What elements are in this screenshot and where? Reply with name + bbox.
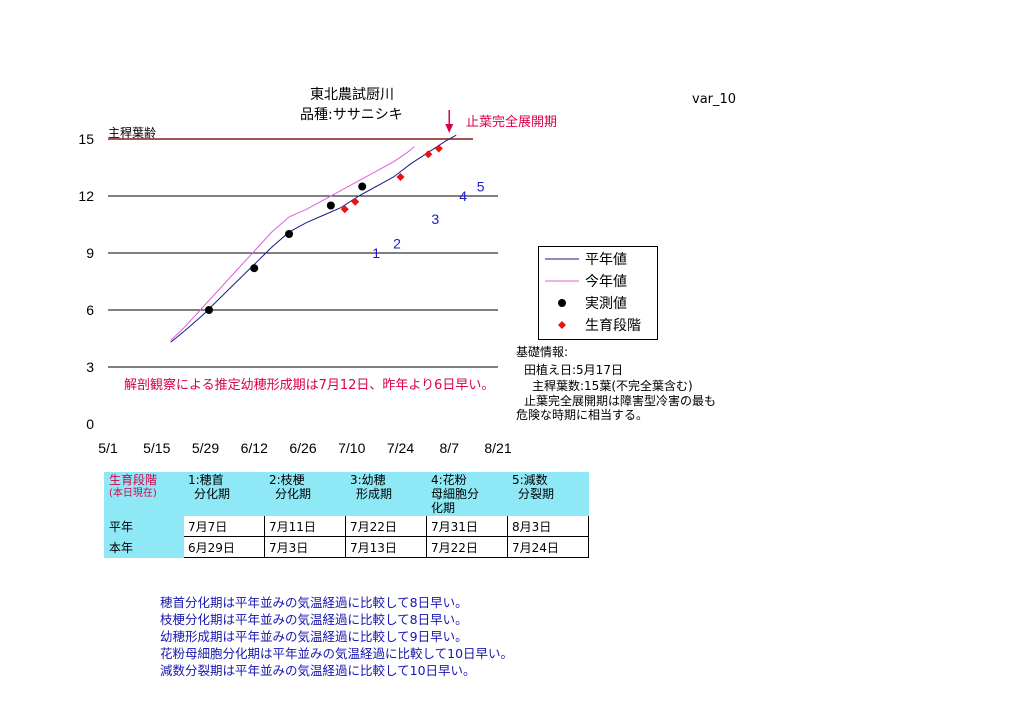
stage-point: [396, 173, 405, 181]
stage-label: 1: [372, 245, 380, 261]
info-remark-1: 止葉完全展開期は障害型冷害の最も: [524, 394, 717, 408]
stage-header-3: 3:幼穂 形成期: [345, 472, 427, 516]
row-label: 平年: [104, 515, 184, 537]
table-cell: 7月11日: [264, 515, 346, 537]
legend-item-stage: 生育段階: [539, 314, 657, 336]
series-line: [170, 134, 457, 343]
comments-block: 穂首分化期は平年並みの気温経過に比較して8日早い。 枝梗分化期は平年並みの気温経…: [160, 594, 513, 679]
measured-point: [326, 201, 335, 210]
x-tick-label: 8/7: [440, 440, 460, 456]
stage-label: 5: [477, 179, 485, 195]
table-cell: 7月24日: [507, 536, 589, 558]
info-leaf-count: 主稈葉数:15葉(不完全葉含む): [532, 379, 693, 393]
table-row: 平年 7月7日 7月11日 7月22日 7月31日 8月3日: [104, 515, 589, 537]
series-line: [170, 146, 415, 341]
comment-line: 枝梗分化期は平年並みの気温経過に比較して8日早い。: [160, 612, 468, 627]
measured-point: [358, 182, 367, 191]
stop-leaf-label: 止葉完全展開期: [466, 115, 558, 130]
table-cell: 7月3日: [264, 536, 346, 558]
table-cell: 7月7日: [183, 515, 265, 537]
version-label: var_10: [692, 92, 737, 107]
stage-point: [434, 144, 443, 153]
table-cell: 7月22日: [426, 536, 508, 558]
x-tick-label: 7/10: [338, 440, 365, 456]
row-label: 本年: [104, 536, 184, 558]
line-swatch-icon: [545, 258, 579, 260]
stage-table-header: 生育段階 (本日現在) 1:穂首 分化期 2:枝梗 分化期 3:幼穂 形成期 4:花粉…: [104, 472, 589, 516]
stage-header-1: 1:穂首 分化期: [183, 472, 265, 516]
stage-label: 4: [459, 188, 467, 204]
chart-title-site: 東北農試厨川: [310, 87, 394, 103]
chart-legend: 平年値 今年値 実測値 生育段階: [538, 246, 658, 340]
x-tick-label: 7/24: [387, 440, 414, 456]
info-transplant: 田植え日:5月17日: [524, 363, 623, 377]
info-remark-2: 危険な時期に相当する。: [516, 408, 649, 422]
y-tick-label: 6: [86, 302, 94, 318]
table-row: 本年 6月29日 7月3日 7月13日 7月22日 7月24日: [104, 536, 589, 558]
x-tick-label: 5/15: [143, 440, 170, 456]
stage-point: [351, 197, 360, 206]
y-tick-label: 15: [78, 131, 94, 147]
y-tick-label: 9: [86, 245, 94, 261]
stage-label: 2: [393, 236, 401, 252]
y-tick-label: 12: [78, 188, 94, 204]
table-cell: 6月29日: [183, 536, 265, 558]
stage-point: [424, 150, 433, 159]
x-tick-label: 6/26: [289, 440, 316, 456]
stage-header-label: 生育段階 (本日現在): [104, 472, 184, 516]
measured-point: [204, 306, 213, 314]
comment-line: 花粉母細胞分化期は平年並みの気温経過に比較して10日早い。: [160, 646, 514, 661]
legend-label: 平年値: [585, 252, 627, 268]
measured-point: [250, 264, 259, 273]
stage-table: 生育段階 (本日現在) 1:穂首 分化期 2:枝梗 分化期 3:幼穂 形成期 4:花粉…: [104, 472, 589, 558]
measured-point: [285, 230, 294, 238]
circle-marker-icon: [558, 299, 566, 307]
stage-header-4: 4:花粉 母細胞分 化期: [426, 472, 508, 516]
comment-line: 減数分裂期は平年並みの気温経過に比較して10日早い。: [160, 663, 476, 678]
legend-item-normal: 平年値: [539, 248, 657, 270]
legend-item-current: 今年値: [539, 270, 657, 292]
legend-label: 生育段階: [585, 318, 641, 334]
legend-label: 今年値: [585, 274, 627, 290]
legend-label: 実測値: [585, 296, 627, 312]
legend-item-measured: 実測値: [539, 292, 657, 314]
stage-header-sub: (本日現在): [109, 488, 157, 499]
info-title: 基礎情報:: [516, 345, 569, 359]
x-tick-label: 5/29: [192, 440, 219, 456]
x-tick-label: 6/12: [241, 440, 268, 456]
stage-header-title: 生育段階: [109, 473, 158, 487]
diamond-marker-icon: [558, 321, 566, 329]
table-cell: 8月3日: [507, 515, 589, 537]
chart-title-variety: 品種:ササニシキ: [300, 107, 403, 123]
x-tick-label: 8/21: [484, 440, 511, 456]
table-cell: 7月22日: [345, 515, 427, 537]
stage-header-5: 5:減数 分裂期: [507, 472, 589, 516]
stage-point: [340, 205, 349, 214]
y-tick-label: 0: [86, 416, 94, 432]
table-cell: 7月31日: [426, 515, 508, 537]
x-tick-label: 5/1: [98, 440, 118, 456]
y-axis-label: 主稈葉齢: [108, 126, 157, 140]
line-swatch-icon: [545, 280, 579, 282]
arrow-head-icon: [445, 124, 454, 133]
stage-header-2: 2:枝梗 分化期: [264, 472, 346, 516]
panicle-note: 解剖観察による推定幼穂形成期は7月12日、昨年より6日早い。: [124, 378, 495, 393]
comment-line: 幼穂形成期は平年並みの気温経過に比較して9日早い。: [160, 629, 468, 644]
comment-line: 穂首分化期は平年並みの気温経過に比較して8日早い。: [160, 595, 468, 610]
table-cell: 7月13日: [345, 536, 427, 558]
y-tick-label: 3: [86, 359, 94, 375]
stage-label: 3: [431, 211, 439, 227]
